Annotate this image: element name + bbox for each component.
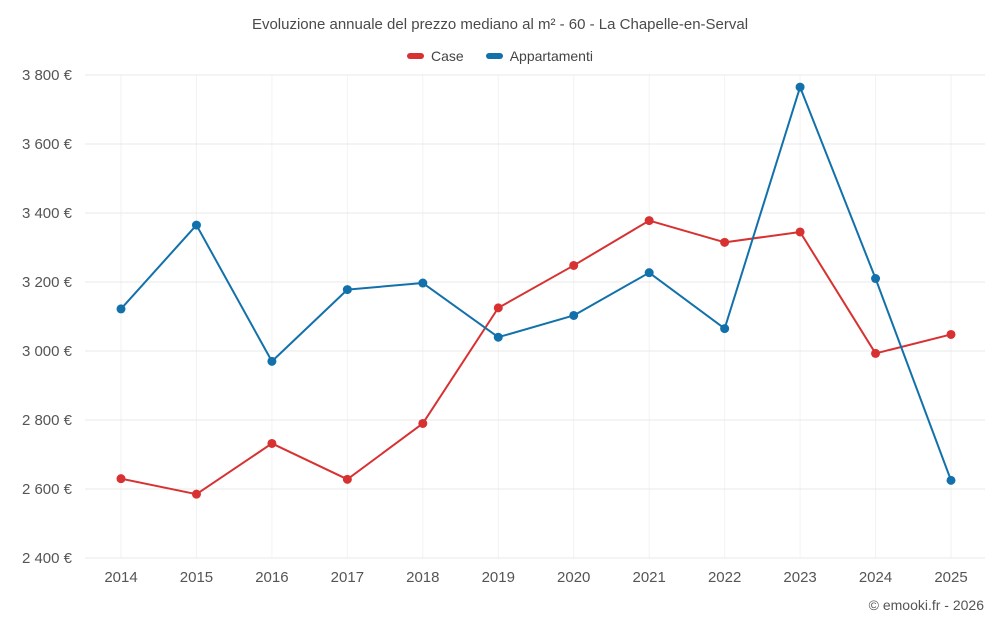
x-axis-tick-label: 2015 xyxy=(180,569,213,586)
data-point-appartamenti-2024[interactable] xyxy=(871,274,881,284)
x-axis-tick-label: 2024 xyxy=(859,569,892,586)
data-point-case-2015[interactable] xyxy=(191,489,201,499)
x-axis-tick-label: 2017 xyxy=(331,569,364,586)
data-point-case-2020[interactable] xyxy=(569,260,579,270)
y-axis-tick-label: 2 600 € xyxy=(22,481,73,498)
data-point-case-2021[interactable] xyxy=(644,216,654,226)
chart-title: Evoluzione annuale del prezzo mediano al… xyxy=(251,16,749,33)
data-point-case-2023[interactable] xyxy=(795,227,805,237)
data-point-case-2016[interactable] xyxy=(267,438,277,448)
legend-item-appartamenti[interactable]: Appartamenti xyxy=(485,48,593,64)
legend-item-case[interactable]: Case xyxy=(407,48,464,64)
data-point-appartamenti-2022[interactable] xyxy=(720,324,730,334)
data-point-case-2017[interactable] xyxy=(342,474,352,484)
data-point-appartamenti-2016[interactable] xyxy=(267,356,277,366)
x-axis-tick-label: 2021 xyxy=(632,569,665,586)
x-axis-tick-label: 2016 xyxy=(255,569,288,586)
data-point-appartamenti-2017[interactable] xyxy=(342,285,352,295)
data-point-appartamenti-2019[interactable] xyxy=(493,332,503,342)
y-axis-tick-label: 3 200 € xyxy=(22,274,73,291)
x-axis-tick-label: 2023 xyxy=(783,569,816,586)
legend-label: Appartamenti xyxy=(509,48,593,64)
x-axis-tick-label: 2020 xyxy=(557,569,590,586)
x-axis-tick-label: 2018 xyxy=(406,569,439,586)
data-point-case-2025[interactable] xyxy=(946,329,956,339)
data-point-appartamenti-2023[interactable] xyxy=(795,82,805,92)
series-line-case xyxy=(120,219,952,496)
y-axis-tick-label: 3 800 € xyxy=(22,67,73,84)
chart-footer-credit: © emooki.fr - 2026 xyxy=(868,597,984,613)
x-axis-tick-label: 2025 xyxy=(934,569,967,586)
x-axis-tick-label: 2022 xyxy=(708,569,741,586)
y-axis-tick-label: 3 400 € xyxy=(22,205,73,222)
data-point-appartamenti-2021[interactable] xyxy=(644,268,654,278)
data-point-appartamenti-2025[interactable] xyxy=(946,475,956,485)
data-point-appartamenti-2018[interactable] xyxy=(418,278,428,288)
data-point-appartamenti-2015[interactable] xyxy=(191,220,201,230)
series-line-appartamenti xyxy=(120,86,952,482)
data-point-case-2014[interactable] xyxy=(116,474,126,484)
data-point-case-2022[interactable] xyxy=(720,237,730,247)
x-axis-tick-label: 2014 xyxy=(104,569,137,586)
y-axis-tick-label: 2 800 € xyxy=(22,412,73,429)
data-point-appartamenti-2014[interactable] xyxy=(116,304,126,314)
legend-marker-appartamenti xyxy=(485,53,503,59)
data-point-appartamenti-2020[interactable] xyxy=(569,310,579,320)
chart-legend: Case Appartamenti xyxy=(0,48,1000,64)
data-point-case-2019[interactable] xyxy=(493,303,503,313)
data-point-case-2018[interactable] xyxy=(418,418,428,428)
y-axis-tick-label: 3 600 € xyxy=(22,136,73,153)
x-axis-tick-label: 2019 xyxy=(482,569,515,586)
legend-marker-case xyxy=(407,53,425,59)
y-axis-tick-label: 2 400 € xyxy=(22,550,73,567)
legend-label: Case xyxy=(431,48,464,64)
data-point-case-2024[interactable] xyxy=(871,348,881,358)
y-axis-tick-label: 3 000 € xyxy=(22,343,73,360)
